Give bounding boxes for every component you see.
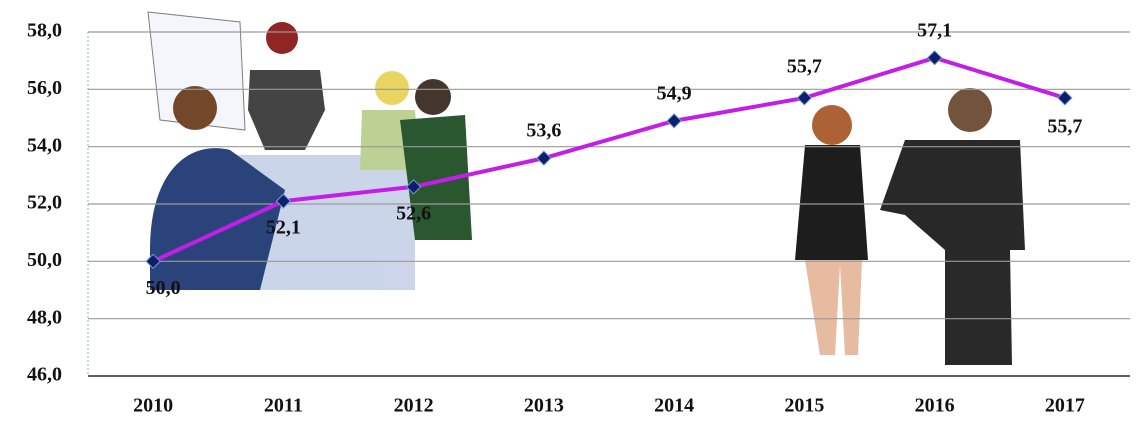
data-label: 55,7 bbox=[1047, 116, 1082, 138]
person bbox=[150, 148, 285, 290]
person bbox=[880, 140, 1025, 365]
person-head bbox=[948, 88, 992, 132]
data-label: 55,7 bbox=[787, 56, 822, 78]
y-tick-label: 52,0 bbox=[27, 192, 62, 214]
x-tick-label: 2016 bbox=[915, 395, 955, 417]
x-tick-label: 2011 bbox=[264, 395, 303, 417]
data-point bbox=[405, 179, 422, 195]
data-point bbox=[145, 253, 161, 270]
data-point bbox=[796, 90, 813, 106]
data-label: 50,0 bbox=[146, 277, 181, 299]
data-line bbox=[152, 55, 1066, 264]
data-label: 53,6 bbox=[526, 120, 561, 142]
y-tick-label: 56,0 bbox=[27, 77, 62, 99]
data-label: 52,6 bbox=[396, 202, 431, 224]
data-point bbox=[536, 150, 552, 166]
data-point bbox=[275, 193, 292, 209]
person-head bbox=[375, 71, 409, 105]
data-point bbox=[666, 113, 682, 129]
flipchart bbox=[147, 11, 246, 131]
x-tick-label: 2010 bbox=[133, 395, 173, 417]
data-point bbox=[1057, 90, 1073, 106]
x-tick-label: 2012 bbox=[394, 395, 434, 417]
x-tick-label: 2015 bbox=[784, 395, 824, 417]
y-tick-label: 46,0 bbox=[27, 364, 62, 386]
x-tick-label: 2014 bbox=[654, 395, 694, 417]
x-tick-label: 2013 bbox=[524, 395, 564, 417]
person bbox=[795, 145, 868, 260]
data-label: 54,9 bbox=[657, 82, 692, 104]
y-tick-label: 54,0 bbox=[27, 134, 62, 156]
y-tick-label: 50,0 bbox=[27, 249, 62, 271]
person-head bbox=[415, 79, 451, 115]
data-label: 52,1 bbox=[266, 217, 301, 239]
data-point bbox=[926, 50, 943, 66]
person-legs bbox=[805, 260, 862, 355]
person-head bbox=[173, 86, 217, 130]
data-label: 57,1 bbox=[917, 19, 952, 41]
person-head bbox=[812, 105, 852, 145]
y-tick-label: 58,0 bbox=[27, 20, 62, 42]
person bbox=[248, 70, 325, 150]
illustration bbox=[147, 11, 1025, 365]
x-tick-label: 2017 bbox=[1045, 395, 1085, 417]
person-head bbox=[266, 22, 298, 54]
y-tick-label: 48,0 bbox=[27, 306, 62, 328]
